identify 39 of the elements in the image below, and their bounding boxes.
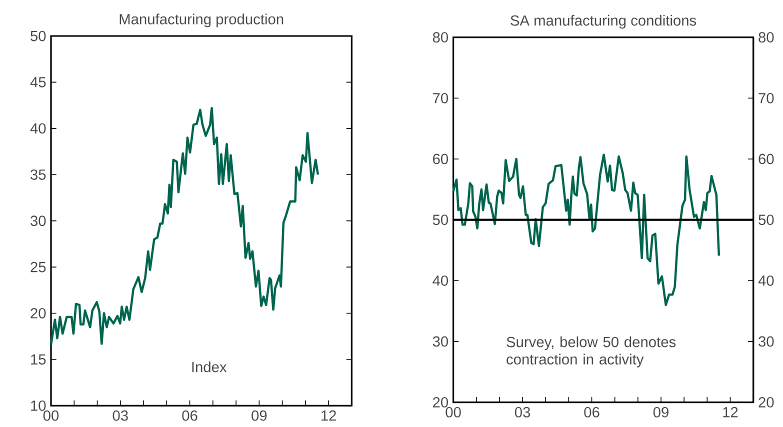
y-tick-label: 30 [30, 216, 46, 226]
y-tick-label: 50 [432, 214, 448, 225]
y2-tick-label: 80 [758, 32, 774, 42]
y-tick-label: 40 [30, 123, 46, 134]
y-tick-label: 50 [30, 30, 46, 42]
y-tick-label: 70 [433, 92, 448, 104]
y-tick-label: 40 [432, 275, 448, 286]
x-tick-label: 03 [514, 407, 530, 418]
y2-tick-label: 70 [758, 92, 774, 104]
y-tick-label: 80 [432, 32, 448, 42]
x-tick-label: 09 [252, 410, 267, 421]
y-tick-label: 20 [30, 308, 46, 318]
y-tick-label: 35 [30, 169, 46, 180]
x-tick-label: 03 [112, 410, 128, 421]
x-tick-label: 00 [43, 410, 59, 421]
y2-tick-label: 50 [758, 214, 774, 225]
annotation: Survey, below 50 denotes contraction in activity [506, 336, 676, 368]
annotation: Index [192, 361, 227, 372]
x-tick-label: 06 [182, 410, 198, 421]
y2-tick-label: 20 [758, 397, 774, 408]
chart-title: Manufacturing production [120, 14, 284, 28]
y2-tick-label: 30 [758, 336, 774, 347]
y2-tick-label: 40 [758, 275, 774, 286]
x-tick-label: 12 [322, 410, 336, 421]
y-tick-label: 10 [31, 400, 46, 411]
y-tick-label: 30 [432, 336, 448, 347]
x-tick-label: 00 [446, 407, 461, 418]
y-tick-label: 15 [31, 354, 46, 365]
chart-title: SA manufacturing conditions [510, 14, 696, 29]
y-tick-label: 20 [433, 397, 448, 408]
y-tick-label: 25 [30, 262, 46, 272]
y-tick-label: 60 [433, 154, 448, 164]
line-series [50, 106, 320, 346]
line-series [452, 154, 720, 306]
x-tick-label: 12 [723, 407, 738, 418]
x-tick-label: 06 [584, 407, 600, 418]
y2-tick-label: 60 [758, 154, 774, 164]
y-tick-label: 45 [30, 77, 46, 88]
x-tick-label: 09 [653, 407, 668, 418]
